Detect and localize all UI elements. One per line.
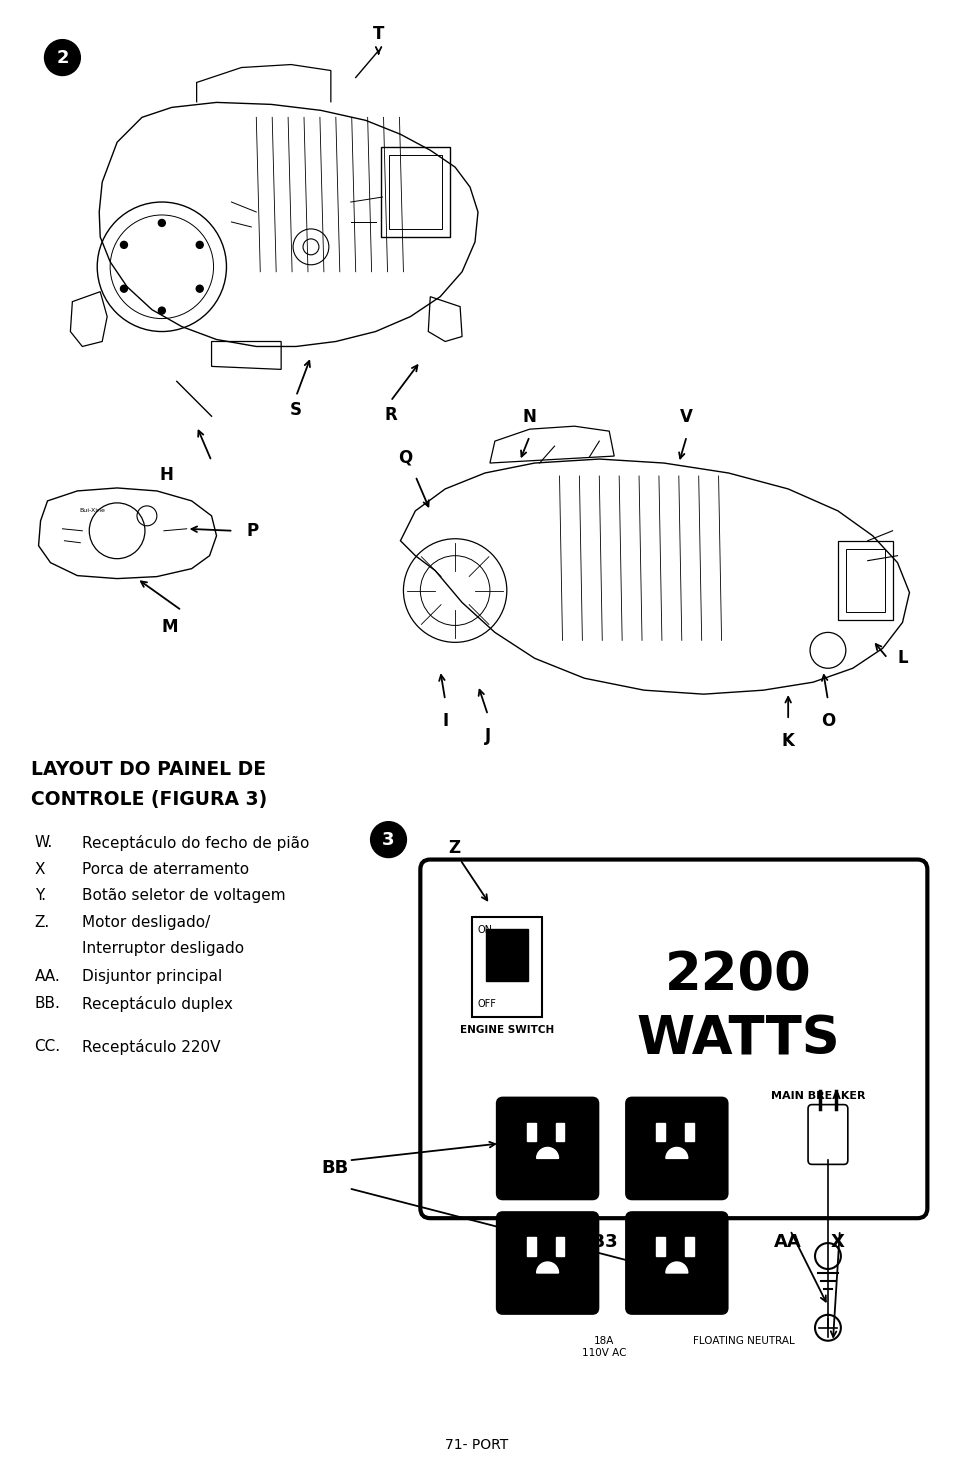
Text: 18A: 18A — [594, 1336, 614, 1345]
Circle shape — [196, 242, 203, 248]
Text: Q: Q — [397, 448, 412, 466]
Bar — [555, 1122, 564, 1142]
Text: R: R — [384, 406, 396, 425]
Text: 2: 2 — [56, 49, 69, 66]
Bar — [845, 549, 883, 612]
Text: Botão seletor de voltagem: Botão seletor de voltagem — [82, 888, 286, 903]
Bar — [656, 1122, 664, 1142]
Circle shape — [196, 285, 203, 292]
Text: PCI2200-B3: PCI2200-B3 — [500, 1233, 618, 1251]
Wedge shape — [537, 1148, 558, 1158]
Bar — [555, 1238, 564, 1257]
Text: Receptáculo duplex: Receptáculo duplex — [82, 996, 233, 1012]
Text: MAIN BREAKER: MAIN BREAKER — [770, 1090, 864, 1100]
Text: J: J — [484, 727, 491, 745]
Text: Z.: Z. — [34, 916, 50, 931]
Text: Receptáculo 220V: Receptáculo 220V — [82, 1038, 220, 1055]
Bar — [526, 1122, 535, 1142]
Text: Z: Z — [448, 839, 459, 857]
FancyBboxPatch shape — [420, 860, 926, 1218]
Text: K: K — [781, 732, 794, 749]
Text: Bui-Xine: Bui-Xine — [79, 509, 105, 513]
Wedge shape — [665, 1263, 687, 1273]
Bar — [656, 1238, 664, 1257]
Text: BB: BB — [321, 1159, 349, 1177]
Text: 3: 3 — [382, 830, 395, 848]
Text: W.: W. — [34, 835, 52, 850]
Text: 2200: 2200 — [664, 950, 811, 1002]
Wedge shape — [665, 1148, 687, 1158]
Text: L: L — [897, 649, 907, 667]
Text: S: S — [290, 401, 302, 419]
Text: AA.: AA. — [34, 969, 60, 984]
Text: ENGINE SWITCH: ENGINE SWITCH — [459, 1025, 554, 1035]
FancyBboxPatch shape — [497, 1212, 598, 1314]
Text: T: T — [373, 25, 384, 43]
Text: O: O — [820, 712, 834, 730]
Text: X: X — [830, 1233, 844, 1251]
Text: AA: AA — [774, 1233, 801, 1251]
Text: Receptáculo do fecho de pião: Receptáculo do fecho de pião — [82, 835, 310, 851]
Text: Interruptor desligado: Interruptor desligado — [82, 941, 244, 956]
Text: 71- PORT: 71- PORT — [445, 1438, 508, 1453]
Circle shape — [120, 242, 128, 248]
Text: Motor desligado/: Motor desligado/ — [82, 916, 211, 931]
Text: CONTROLE (FIGURA 3): CONTROLE (FIGURA 3) — [30, 789, 267, 808]
Bar — [485, 929, 527, 981]
Text: BB.: BB. — [34, 996, 60, 1010]
Text: Y.: Y. — [34, 888, 46, 903]
Bar — [684, 1122, 693, 1142]
Bar — [837, 541, 892, 621]
Text: ON: ON — [476, 925, 492, 935]
Wedge shape — [537, 1263, 558, 1273]
FancyBboxPatch shape — [807, 1105, 847, 1164]
Bar — [380, 148, 450, 237]
FancyBboxPatch shape — [497, 1097, 598, 1199]
FancyBboxPatch shape — [625, 1097, 727, 1199]
Text: X: X — [34, 861, 45, 876]
Circle shape — [370, 822, 406, 857]
Text: P: P — [246, 522, 258, 540]
Circle shape — [120, 285, 128, 292]
Text: LAYOUT DO PAINEL DE: LAYOUT DO PAINEL DE — [30, 760, 265, 779]
Text: Porca de aterramento: Porca de aterramento — [82, 861, 249, 876]
Text: WATTS: WATTS — [636, 1013, 840, 1066]
Text: H: H — [160, 466, 173, 484]
Circle shape — [158, 220, 165, 227]
Text: CC.: CC. — [34, 1038, 61, 1053]
Text: I: I — [441, 712, 448, 730]
Bar — [388, 155, 442, 229]
Circle shape — [45, 40, 80, 75]
Text: 110V AC: 110V AC — [581, 1348, 626, 1357]
Bar — [526, 1238, 535, 1257]
Text: OFF: OFF — [476, 999, 496, 1009]
Text: Disjuntor principal: Disjuntor principal — [82, 969, 222, 984]
FancyBboxPatch shape — [625, 1212, 727, 1314]
Text: FLOATING NEUTRAL: FLOATING NEUTRAL — [692, 1336, 794, 1345]
Circle shape — [158, 307, 165, 314]
Bar — [684, 1238, 693, 1257]
Text: V: V — [679, 409, 693, 426]
Bar — [472, 917, 541, 1016]
Text: M: M — [161, 618, 178, 636]
Text: N: N — [522, 409, 537, 426]
